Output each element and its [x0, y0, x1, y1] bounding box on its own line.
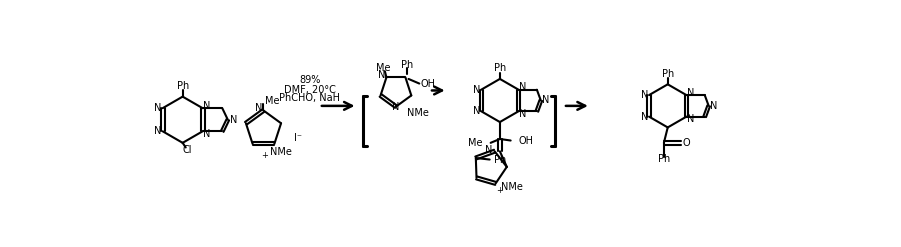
- Text: N: N: [687, 114, 694, 124]
- Text: NMe: NMe: [406, 108, 429, 118]
- Text: N: N: [154, 126, 161, 136]
- Text: DMF, 20°C: DMF, 20°C: [284, 85, 336, 96]
- Text: +: +: [261, 151, 268, 160]
- Text: N: N: [710, 101, 717, 111]
- Text: Ph: Ph: [495, 155, 506, 165]
- Text: NMe: NMe: [501, 183, 523, 192]
- Text: Ph: Ph: [177, 81, 189, 91]
- Text: O: O: [682, 138, 690, 148]
- Text: N: N: [641, 112, 648, 122]
- Text: OH: OH: [518, 136, 533, 145]
- Text: Ph: Ph: [658, 154, 670, 164]
- Text: Me: Me: [265, 96, 279, 106]
- Text: PhCHO, NaH: PhCHO, NaH: [279, 93, 341, 103]
- Text: N: N: [473, 106, 480, 116]
- Text: N: N: [378, 70, 386, 80]
- Text: Ph: Ph: [661, 68, 674, 79]
- Text: N: N: [392, 102, 400, 112]
- Text: +: +: [496, 186, 503, 195]
- Text: N: N: [203, 129, 210, 139]
- Text: N: N: [154, 103, 161, 113]
- Text: Me: Me: [469, 138, 483, 148]
- Text: Ph: Ph: [494, 63, 506, 73]
- Text: Cl: Cl: [183, 145, 192, 155]
- Text: N: N: [203, 101, 210, 111]
- Text: Ph: Ph: [401, 60, 413, 70]
- Text: N: N: [230, 115, 237, 125]
- Text: OH: OH: [421, 79, 436, 88]
- Text: N: N: [473, 85, 480, 95]
- Text: NMe: NMe: [269, 147, 292, 157]
- Text: N: N: [485, 145, 492, 155]
- Text: N: N: [687, 88, 694, 98]
- Text: N: N: [519, 82, 526, 92]
- Text: N: N: [542, 96, 549, 105]
- Text: N: N: [519, 109, 526, 119]
- Text: Me: Me: [376, 63, 391, 73]
- Text: N: N: [255, 103, 262, 113]
- Text: 89%: 89%: [299, 75, 321, 85]
- Text: I⁻: I⁻: [294, 133, 302, 143]
- Text: N: N: [641, 90, 648, 100]
